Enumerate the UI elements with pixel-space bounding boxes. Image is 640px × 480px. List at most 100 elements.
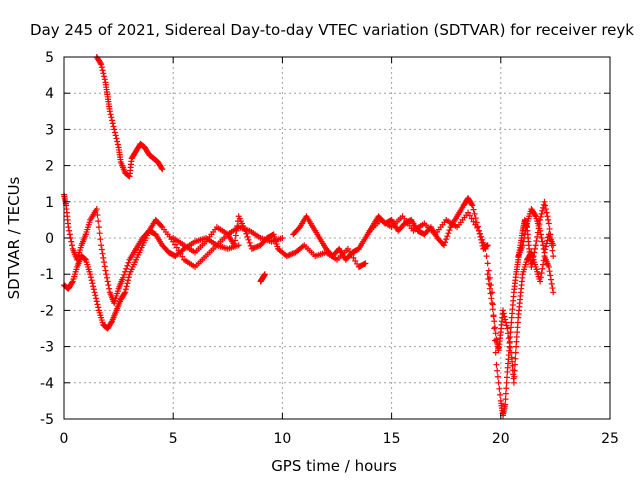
data-point [538, 235, 545, 241]
data-point [445, 230, 452, 237]
data-point [502, 401, 509, 408]
data-point [103, 274, 110, 281]
data-point [234, 222, 241, 229]
series-arc-high [93, 54, 166, 180]
data-point [108, 114, 115, 121]
data-point [233, 227, 240, 234]
x-tick-label: 0 [60, 431, 69, 447]
data-point [261, 271, 268, 278]
data-point [125, 259, 132, 266]
data-point [523, 224, 530, 231]
data-point [511, 373, 518, 380]
data-point [503, 374, 510, 381]
data-point [505, 330, 512, 337]
data-point [491, 324, 498, 331]
data-point [175, 247, 182, 254]
data-point [539, 265, 546, 272]
data-point [109, 117, 116, 124]
data-point [549, 285, 556, 292]
data-point [485, 276, 492, 283]
data-point [494, 373, 501, 380]
data-point [499, 307, 506, 314]
data-point [503, 385, 510, 392]
data-point [110, 123, 117, 130]
data-point [101, 259, 108, 266]
data-point [544, 213, 551, 220]
y-tick-label: 1 [45, 195, 54, 211]
data-point [500, 310, 507, 317]
data-point [124, 262, 131, 269]
data-point [98, 242, 105, 249]
data-point [100, 254, 107, 261]
data-point [466, 212, 473, 219]
data-point [69, 242, 76, 249]
data-point [506, 339, 513, 346]
series-arc-h [257, 271, 268, 285]
y-tick-label: -1 [40, 267, 54, 283]
data-point [546, 268, 553, 275]
x-tick-label: 10 [273, 431, 291, 447]
data-point [69, 279, 76, 286]
data-point [101, 263, 108, 270]
series-arc-f [484, 249, 557, 386]
data-point [468, 215, 475, 222]
data-point [95, 224, 102, 231]
series-arc-b [61, 216, 286, 332]
data-point [486, 280, 493, 287]
data-point [495, 379, 502, 386]
data-point [89, 280, 96, 287]
data-point [540, 261, 547, 268]
data-point [489, 306, 496, 313]
data-point [114, 138, 121, 145]
x-tick-label: 25 [601, 431, 619, 447]
data-point [482, 245, 489, 252]
data-point [504, 325, 511, 332]
data-point [519, 242, 526, 249]
data-point [88, 277, 95, 284]
y-tick-label: 3 [45, 122, 54, 138]
y-axis-label: SDTVAR / TECUs [5, 176, 23, 299]
data-point [546, 225, 553, 232]
data-point [542, 246, 549, 253]
data-point [243, 230, 250, 237]
data-point [512, 355, 519, 362]
data-point [122, 289, 129, 296]
data-point [533, 238, 540, 245]
data-point [549, 247, 556, 254]
data-point [446, 227, 453, 234]
data-point [494, 367, 501, 374]
data-point [520, 238, 527, 245]
data-point [244, 233, 251, 240]
data-point [87, 271, 94, 278]
data-point [532, 245, 539, 252]
data-point [540, 242, 547, 249]
data-point [502, 396, 509, 403]
data-point [541, 198, 548, 205]
data-point [87, 274, 94, 281]
data-point [102, 267, 109, 274]
data-point [242, 227, 249, 234]
data-point [279, 235, 286, 241]
data-point [98, 246, 105, 253]
data-point [231, 242, 238, 249]
data-point [111, 129, 118, 136]
data-point [486, 285, 493, 292]
series-arc-e [366, 198, 557, 419]
data-point [158, 222, 165, 229]
data-point [542, 243, 549, 250]
data-point [119, 274, 126, 281]
data-point [478, 233, 485, 240]
data-point [159, 166, 166, 173]
data-point [502, 319, 509, 326]
data-point [350, 254, 357, 261]
data-point [98, 64, 105, 71]
data-point [442, 239, 449, 246]
x-tick-label: 20 [492, 431, 510, 447]
data-point [179, 253, 186, 260]
y-tick-label: -4 [40, 376, 54, 392]
data-point [471, 210, 478, 217]
data-point [93, 206, 100, 213]
data-point [521, 235, 528, 241]
data-point [113, 135, 120, 142]
data-point [537, 227, 544, 234]
